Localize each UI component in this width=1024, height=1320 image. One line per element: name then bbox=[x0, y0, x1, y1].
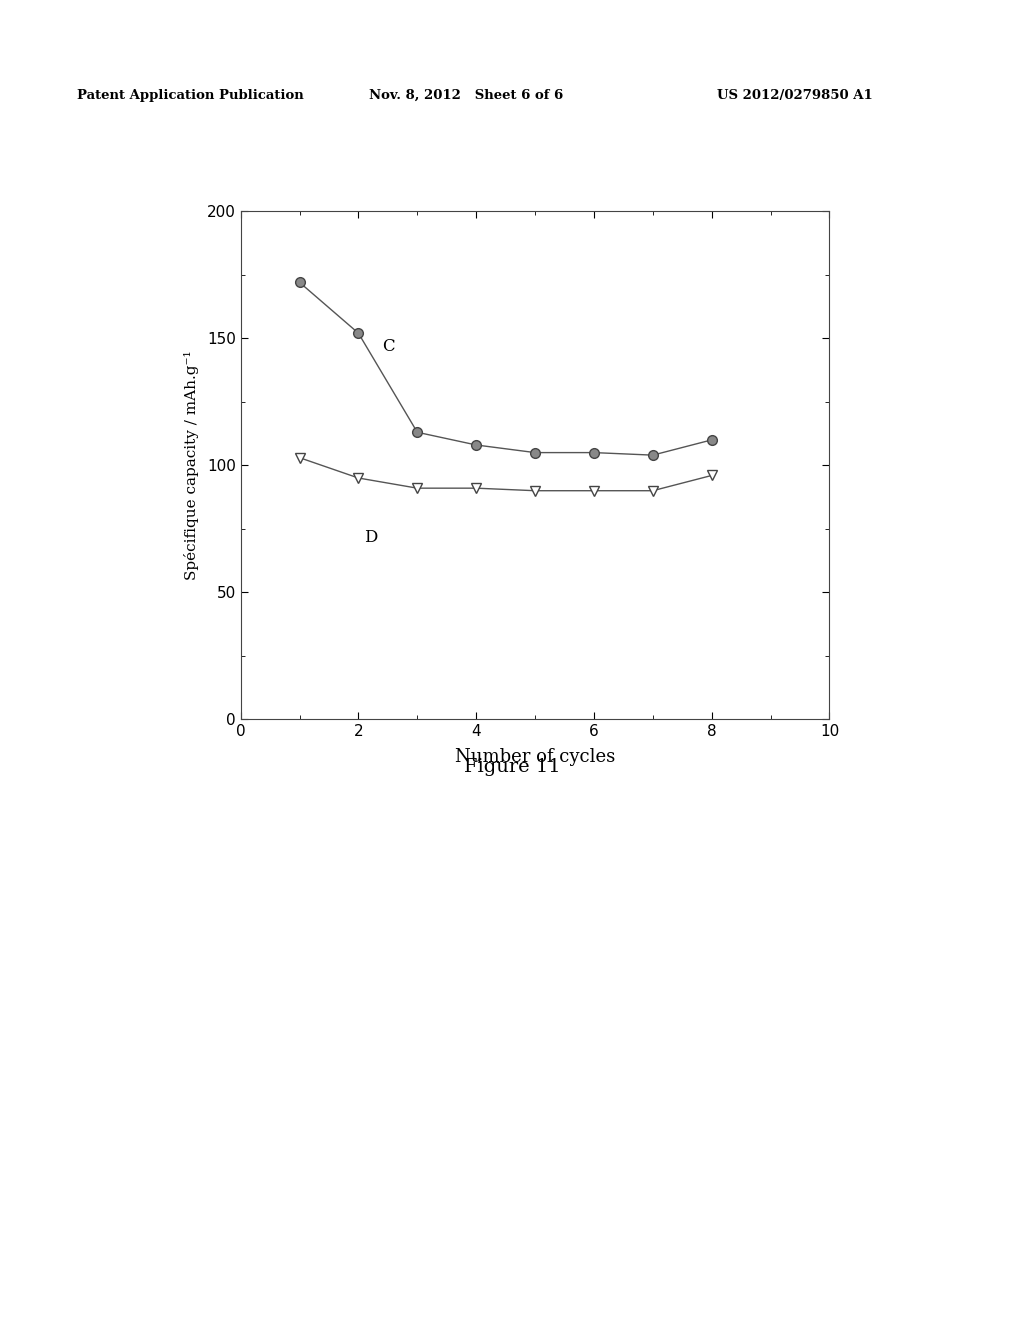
Text: D: D bbox=[365, 528, 378, 545]
Y-axis label: Spécifique capacity / mAh.g⁻¹: Spécifique capacity / mAh.g⁻¹ bbox=[183, 351, 199, 579]
Text: C: C bbox=[382, 338, 394, 355]
Text: US 2012/0279850 A1: US 2012/0279850 A1 bbox=[717, 88, 872, 102]
Text: Patent Application Publication: Patent Application Publication bbox=[77, 88, 303, 102]
X-axis label: Number of cycles: Number of cycles bbox=[455, 747, 615, 766]
Text: Nov. 8, 2012   Sheet 6 of 6: Nov. 8, 2012 Sheet 6 of 6 bbox=[369, 88, 563, 102]
Text: Figure 11: Figure 11 bbox=[464, 758, 560, 776]
